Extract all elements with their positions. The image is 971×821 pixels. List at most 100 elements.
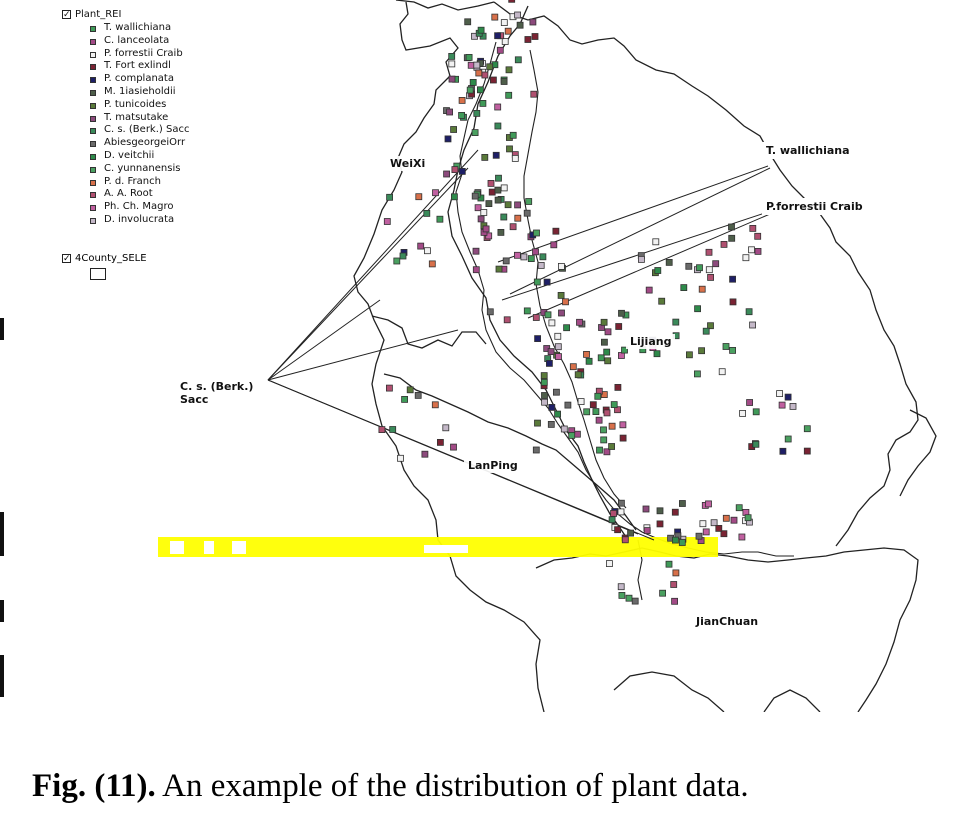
plant-point[interactable] — [784, 393, 792, 401]
plant-point[interactable] — [621, 536, 629, 544]
plant-point[interactable] — [652, 238, 660, 246]
plant-point[interactable] — [585, 357, 593, 365]
plant-point[interactable] — [552, 388, 560, 396]
plant-point[interactable] — [564, 401, 572, 409]
plant-point[interactable] — [471, 192, 479, 200]
plant-point[interactable] — [739, 409, 746, 417]
plant-point[interactable] — [742, 254, 750, 262]
plant-point[interactable] — [500, 19, 508, 27]
plant-point[interactable] — [488, 188, 496, 196]
plant-point[interactable] — [444, 135, 452, 143]
plant-point[interactable] — [494, 186, 502, 194]
plant-point[interactable] — [618, 592, 626, 599]
plant-point[interactable] — [504, 27, 512, 35]
plant-point[interactable] — [615, 323, 623, 330]
plant-point[interactable] — [467, 61, 475, 69]
plant-point[interactable] — [574, 430, 581, 438]
plant-point[interactable] — [601, 338, 608, 346]
plant-point[interactable] — [514, 56, 522, 64]
plant-point[interactable] — [748, 246, 755, 254]
plant-point[interactable] — [479, 100, 487, 107]
plant-point[interactable] — [524, 36, 532, 43]
plant-point[interactable] — [614, 526, 621, 534]
plant-point[interactable] — [754, 232, 762, 240]
plant-point[interactable] — [540, 378, 548, 386]
plant-point[interactable] — [752, 440, 760, 448]
plant-point[interactable] — [458, 112, 466, 119]
plant-point[interactable] — [749, 224, 757, 232]
plant-point[interactable] — [423, 247, 431, 255]
plant-point[interactable] — [502, 257, 510, 265]
plant-point[interactable] — [534, 419, 541, 427]
plant-point[interactable] — [603, 348, 611, 356]
plant-point[interactable] — [509, 223, 517, 231]
plant-point[interactable] — [784, 435, 792, 443]
plant-point[interactable] — [595, 416, 603, 424]
plant-point[interactable] — [399, 252, 407, 260]
plant-point[interactable] — [450, 193, 458, 201]
plant-point[interactable] — [514, 214, 522, 222]
plant-points[interactable] — [378, 0, 811, 605]
plant-point[interactable] — [735, 504, 743, 512]
plant-point[interactable] — [686, 351, 693, 359]
plant-point[interactable] — [466, 86, 474, 94]
plant-point[interactable] — [600, 426, 607, 434]
plant-point[interactable] — [671, 508, 679, 516]
plant-point[interactable] — [718, 368, 726, 376]
plant-point[interactable] — [500, 213, 508, 221]
plant-point[interactable] — [645, 286, 653, 294]
plant-point[interactable] — [619, 434, 627, 442]
plant-point[interactable] — [497, 228, 505, 236]
plant-point[interactable] — [532, 446, 540, 454]
plant-point[interactable] — [492, 151, 500, 159]
plant-point[interactable] — [494, 32, 502, 40]
plant-point[interactable] — [537, 261, 545, 269]
plant-point[interactable] — [481, 71, 489, 79]
plant-point[interactable] — [619, 421, 627, 429]
plant-point[interactable] — [511, 154, 519, 162]
plant-point[interactable] — [710, 519, 718, 527]
plant-point[interactable] — [451, 166, 459, 174]
plant-point[interactable] — [533, 229, 540, 237]
layer-county[interactable]: ✓ 4County_SELE — [62, 252, 147, 280]
plant-point[interactable] — [699, 520, 707, 528]
plant-point[interactable] — [543, 278, 551, 286]
plant-point[interactable] — [506, 145, 513, 153]
plant-point[interactable] — [604, 328, 612, 336]
plant-point[interactable] — [729, 298, 737, 306]
plant-point[interactable] — [505, 91, 513, 99]
plant-point[interactable] — [685, 262, 693, 270]
plant-point[interactable] — [539, 253, 547, 261]
plant-point[interactable] — [563, 324, 571, 332]
plant-point[interactable] — [432, 189, 439, 197]
plant-point[interactable] — [489, 76, 497, 84]
plant-point[interactable] — [545, 359, 553, 367]
plant-point[interactable] — [450, 126, 458, 133]
plant-point[interactable] — [485, 200, 493, 208]
plant-point[interactable] — [803, 425, 811, 433]
plant-point[interactable] — [745, 308, 753, 316]
plant-point[interactable] — [541, 398, 549, 406]
map-panel[interactable]: ✓ Plant_REI T. wallichiana C. lanceolata P… — [58, 0, 971, 712]
plant-point[interactable] — [401, 395, 409, 403]
plant-point[interactable] — [698, 285, 706, 293]
plant-point[interactable] — [659, 589, 666, 597]
plant-point[interactable] — [730, 516, 738, 524]
plant-point[interactable] — [474, 204, 482, 212]
plant-point[interactable] — [531, 33, 539, 40]
plant-point[interactable] — [705, 266, 713, 274]
plant-point[interactable] — [486, 308, 494, 316]
plant-point[interactable] — [554, 343, 562, 351]
plant-point[interactable] — [576, 318, 583, 326]
plant-point[interactable] — [638, 255, 645, 263]
plant-point[interactable] — [525, 198, 533, 205]
plant-point[interactable] — [550, 241, 558, 249]
plant-point[interactable] — [472, 247, 480, 255]
plant-point[interactable] — [656, 507, 664, 515]
plant-point[interactable] — [789, 402, 797, 410]
plant-point[interactable] — [473, 110, 481, 117]
plant-point[interactable] — [569, 363, 577, 371]
plant-point[interactable] — [568, 431, 576, 439]
plant-point[interactable] — [534, 335, 542, 343]
plant-point[interactable] — [446, 108, 454, 116]
